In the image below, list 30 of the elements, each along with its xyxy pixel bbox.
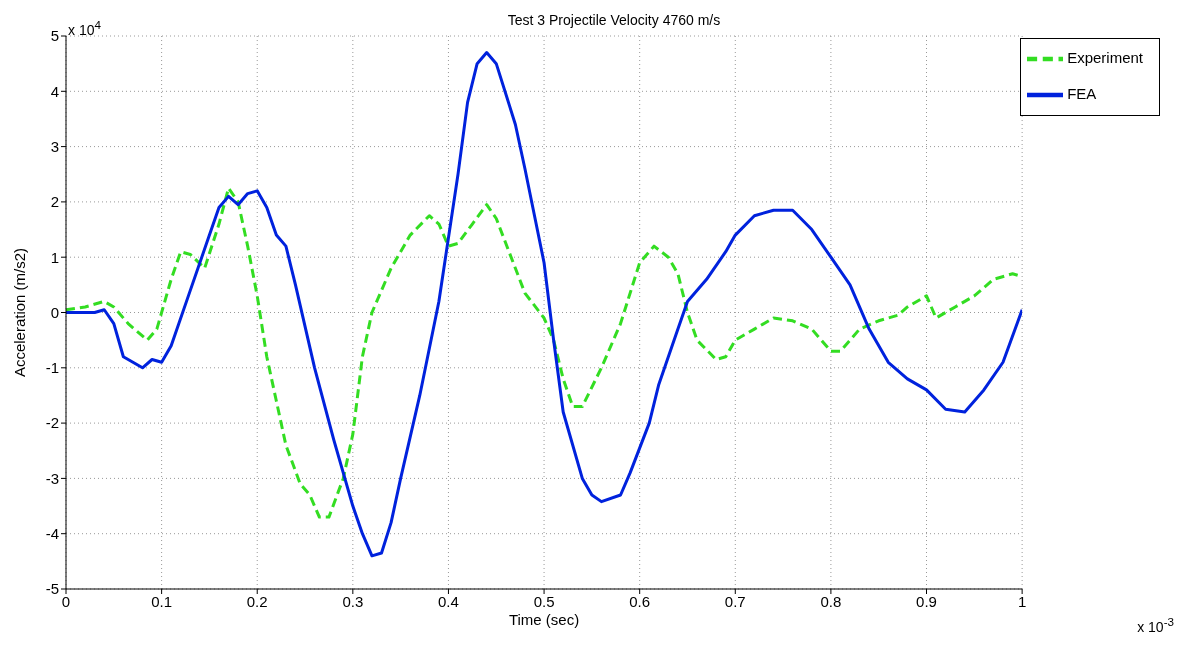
- legend-label: FEA: [1067, 84, 1097, 102]
- x-tick-label: 0.6: [629, 592, 651, 610]
- x-axis-title: Time (sec): [508, 611, 580, 628]
- x-tick-label: 0.9: [916, 592, 937, 610]
- annotation: x 10$^{4}$: [68, 18, 101, 38]
- y-tick-label: 0: [50, 303, 59, 321]
- y-tick-label: 2: [50, 193, 59, 211]
- x-tick-label: 0.8: [820, 592, 842, 610]
- y-tick-label: -5: [45, 580, 59, 598]
- y-tick-label: -4: [45, 525, 59, 543]
- y-tick-label: -1: [45, 359, 59, 377]
- text: x 10$^{-3}$: [1137, 615, 1174, 635]
- x-tick-label: 0.1: [151, 592, 173, 610]
- y-tick-label: 1: [50, 248, 59, 266]
- y-axis-title: Acceleration (m/s2): [11, 247, 29, 378]
- x-tick-label: 0.7: [724, 592, 746, 610]
- x-tick-label: 1: [1017, 592, 1027, 610]
- legend-label: Experiment: [1067, 48, 1143, 66]
- x-tick-label: 0: [61, 592, 71, 610]
- x-tick-label: 0.3: [342, 592, 364, 610]
- y-tick-label: -2: [45, 414, 59, 432]
- chart-title: Test 3 Projectile Velocity 4760 m/s: [507, 12, 721, 28]
- x-tick-label: 0.2: [246, 592, 268, 610]
- y-tick-label: -3: [45, 469, 59, 487]
- line-series: [66, 51, 1023, 558]
- x-tick-label: 0.4: [438, 592, 459, 610]
- y-tick-label: 3: [50, 137, 59, 155]
- y-tick-label: 5: [50, 27, 59, 45]
- x-tick-label: 0.5: [533, 592, 555, 610]
- y-tick-label: 4: [50, 82, 59, 100]
